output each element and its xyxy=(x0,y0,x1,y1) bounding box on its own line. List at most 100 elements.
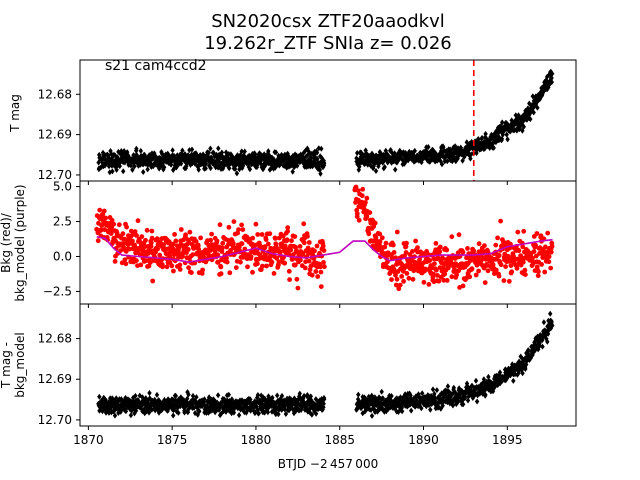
middle-data-point xyxy=(394,229,400,235)
top-data-point xyxy=(314,149,320,156)
bottom-data-point xyxy=(276,411,281,418)
middle-data-point xyxy=(132,229,138,235)
middle-data-point xyxy=(139,234,145,240)
middle-data-point xyxy=(546,259,552,265)
middle-data-point xyxy=(214,238,220,244)
middle-data-point xyxy=(321,260,326,265)
middle-data-point xyxy=(467,258,473,264)
bottom-data-point xyxy=(518,353,523,360)
top-data-point xyxy=(148,154,154,160)
top-data-point xyxy=(382,164,387,170)
middle-data-point xyxy=(354,211,360,217)
middle-data-point xyxy=(306,258,312,264)
middle-data-point xyxy=(134,258,139,263)
middle-data-point xyxy=(490,262,496,268)
middle-data-point xyxy=(248,254,254,259)
bottom-data-point xyxy=(548,310,553,317)
top-data-point xyxy=(544,73,550,80)
bottom-xtick-label: 1875 xyxy=(157,433,188,447)
middle-data-point xyxy=(509,269,515,275)
top-data-point xyxy=(550,70,555,77)
bottom-data-point xyxy=(450,402,456,409)
bottom-data-point xyxy=(520,370,525,377)
middle-data-point xyxy=(250,235,256,241)
bottom-data-point xyxy=(308,393,313,400)
top-data-point xyxy=(208,165,213,172)
middle-data-point xyxy=(320,243,326,249)
middle-data-point xyxy=(456,232,462,238)
bottom-data-point xyxy=(322,396,327,403)
top-data-point xyxy=(230,153,235,160)
sector-camera-annotation: s21 cam4ccd2 xyxy=(105,58,207,74)
top-data-point xyxy=(532,102,537,109)
middle-data-point xyxy=(148,240,154,246)
top-data-point xyxy=(412,147,417,154)
top-data-point xyxy=(242,148,247,155)
top-data-point xyxy=(318,170,323,177)
top-data-point xyxy=(521,123,526,130)
top-data-point xyxy=(201,162,207,169)
bottom-data-point xyxy=(108,405,113,412)
middle-data-point xyxy=(312,248,317,254)
middle-data-point xyxy=(440,256,445,261)
bottom-data-point xyxy=(225,399,230,406)
middle-data-point xyxy=(116,222,122,228)
bottom-data-point xyxy=(270,394,275,401)
middle-data-point xyxy=(120,231,126,237)
top-data-point xyxy=(517,125,522,132)
middle-data-point xyxy=(549,243,555,249)
top-data-point xyxy=(234,170,240,177)
middle-data-point xyxy=(542,269,548,275)
middle-data-point xyxy=(240,227,246,233)
top-data-point xyxy=(216,145,221,152)
middle-data-point xyxy=(481,249,487,254)
bottom-data-point xyxy=(428,406,433,413)
bottom-data-point xyxy=(526,351,531,358)
middle-data-point xyxy=(297,244,303,249)
middle-data-point xyxy=(277,235,282,241)
panel-bottom: 1870 1875 1880 1885 1890 1895 12.68 12.69 12.70 xyxy=(38,303,577,447)
bottom-data-point xyxy=(202,396,207,403)
top-data-point xyxy=(519,118,524,125)
middle-data-point xyxy=(397,282,403,288)
bottom-data-point xyxy=(185,389,190,396)
bottom-data-point xyxy=(216,407,222,413)
middle-data-point xyxy=(267,231,273,237)
top-data-point xyxy=(206,149,211,156)
middle-data-point xyxy=(171,268,176,274)
middle-ylabel-line2: bkg_model (purple) xyxy=(13,184,27,301)
middle-data-point xyxy=(404,240,409,246)
bottom-data-point xyxy=(112,412,118,419)
bottom-data-point xyxy=(461,401,466,408)
middle-data-point xyxy=(161,242,167,248)
middle-data-point xyxy=(219,249,225,254)
middle-data-point xyxy=(187,229,193,235)
top-data-point xyxy=(134,145,139,152)
top-data-point xyxy=(308,154,314,161)
top-data-point xyxy=(355,150,360,156)
middle-data-point xyxy=(399,274,405,279)
bottom-data-point xyxy=(515,366,520,373)
top-data-point xyxy=(442,158,447,165)
panel-top: 12.68 12.69 12.70 xyxy=(38,59,577,185)
top-data-point xyxy=(518,123,523,130)
middle-data-point xyxy=(437,244,443,250)
top-data-point xyxy=(147,151,153,158)
top-data-point xyxy=(516,122,521,129)
bottom-data-point xyxy=(516,358,522,365)
bottom-data-point xyxy=(545,330,551,337)
middle-data-point xyxy=(218,271,224,277)
top-data-point xyxy=(319,145,324,152)
middle-data-point xyxy=(287,277,292,282)
top-data-point xyxy=(527,100,532,107)
top-data-point xyxy=(510,123,516,130)
top-data-point xyxy=(145,166,150,173)
bottom-data-point xyxy=(465,397,471,404)
bottom-data-point xyxy=(173,392,178,399)
middle-data-point xyxy=(410,276,416,282)
middle-data-point xyxy=(404,271,410,276)
middle-data-point xyxy=(353,184,359,190)
middle-data-point xyxy=(436,278,442,284)
bottom-data-point xyxy=(129,407,134,414)
middle-data-point xyxy=(101,208,107,214)
